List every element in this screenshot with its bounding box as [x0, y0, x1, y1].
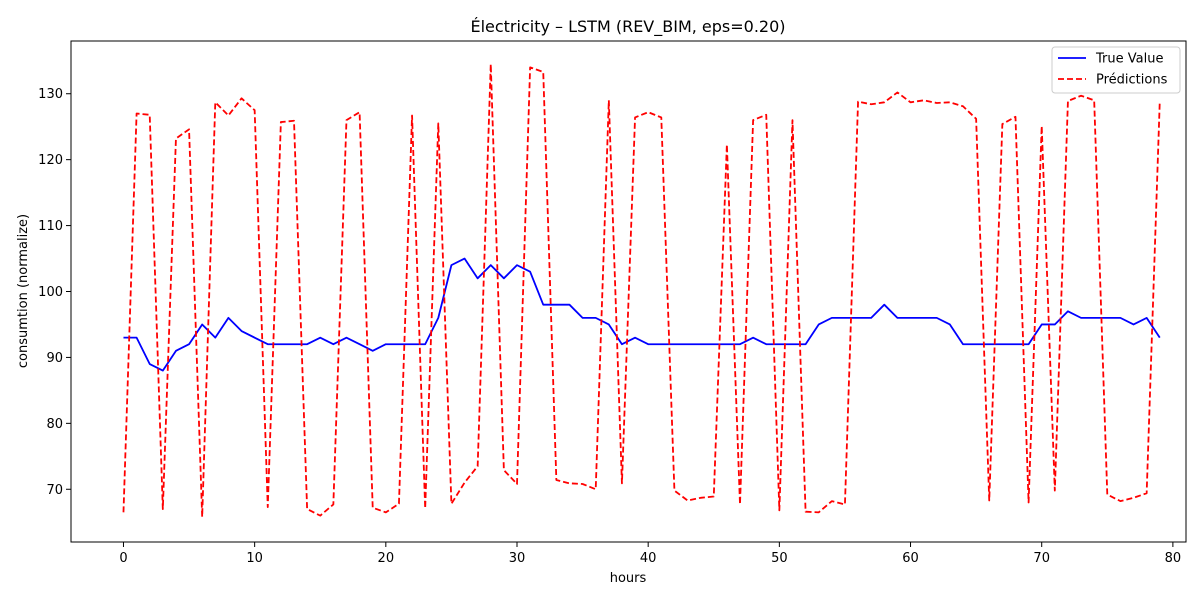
x-axis-label: hours [610, 571, 647, 586]
y-tick-label: 100 [38, 285, 63, 300]
series-layer [122, 63, 1161, 518]
legend: True Value Prédictions [1051, 46, 1181, 94]
y-tick-label: 130 [38, 87, 63, 102]
legend-label-true-value: True Value [1095, 52, 1163, 67]
x-axis: 0 10 20 30 40 50 60 70 80 [119, 542, 1181, 566]
x-tick-label: 30 [509, 551, 526, 566]
x-tick-label: 80 [1165, 551, 1182, 566]
x-tick-label: 0 [119, 551, 127, 566]
y-axis: 70 80 90 100 110 120 130 [38, 87, 71, 498]
x-tick-label: 20 [378, 551, 395, 566]
plot-area [71, 41, 1186, 542]
y-tick-label: 80 [46, 417, 63, 432]
y-tick-label: 110 [38, 219, 63, 234]
x-tick-label: 50 [771, 551, 788, 566]
y-tick-label: 70 [46, 483, 63, 498]
series-line-predictions [122, 63, 1161, 518]
x-tick-label: 60 [902, 551, 919, 566]
y-tick-label: 90 [46, 351, 63, 366]
series-line-true-value [123, 257, 1161, 372]
chart-title: Électricity – LSTM (REV_BIM, eps=0.20) [470, 17, 785, 37]
x-tick-label: 40 [640, 551, 657, 566]
legend-label-predictions: Prédictions [1096, 73, 1168, 88]
y-axis-label: consumtion (normalize) [16, 214, 31, 368]
x-tick-label: 10 [246, 551, 263, 566]
y-tick-label: 120 [38, 153, 63, 168]
x-tick-label: 70 [1033, 551, 1050, 566]
